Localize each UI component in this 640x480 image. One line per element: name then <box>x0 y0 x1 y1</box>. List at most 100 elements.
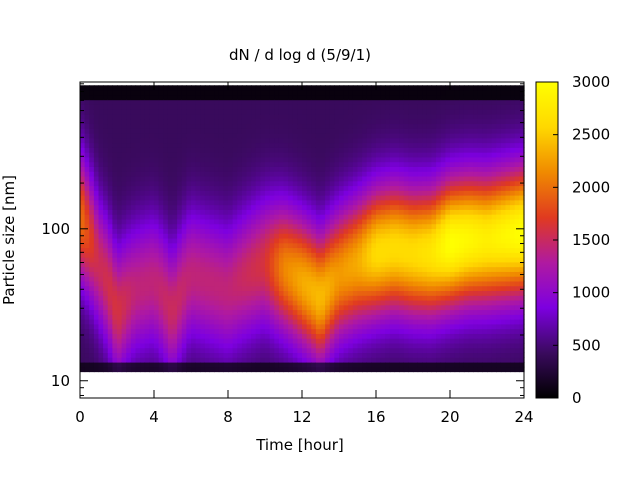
heatmap-cell <box>436 128 442 134</box>
heatmap-cell <box>348 171 354 177</box>
heatmap-cell <box>376 366 382 373</box>
heatmap-cell <box>154 137 160 144</box>
heatmap-cell <box>144 218 150 225</box>
heatmap-cell <box>422 166 428 172</box>
heatmap-cell <box>107 295 113 301</box>
heatmap-cell <box>209 328 215 334</box>
heatmap-cell <box>463 323 470 330</box>
heatmap-cell <box>436 118 442 125</box>
heatmap-cell <box>191 199 197 206</box>
heatmap-cell <box>399 156 405 163</box>
heatmap-cell <box>329 94 335 101</box>
heatmap-cell <box>459 357 465 363</box>
heatmap-cell <box>112 109 118 115</box>
heatmap-cell <box>376 180 382 187</box>
heatmap-cell <box>315 242 322 249</box>
heatmap-cell <box>380 261 386 268</box>
heatmap-cell <box>311 166 317 172</box>
heatmap-cell <box>297 190 303 196</box>
heatmap-cell <box>334 304 340 311</box>
heatmap-cell <box>167 137 174 144</box>
heatmap-cell <box>408 171 414 177</box>
heatmap-cell <box>191 113 197 120</box>
heatmap-cell <box>315 180 322 187</box>
heatmap-cell <box>251 261 257 268</box>
heatmap-cell <box>246 276 252 282</box>
heatmap-cell <box>329 323 335 330</box>
heatmap-cell <box>223 209 229 215</box>
heatmap-cell <box>121 328 127 334</box>
heatmap-cell <box>422 218 428 225</box>
heatmap-cell <box>436 357 442 363</box>
heatmap-cell <box>426 276 433 282</box>
heatmap-cell <box>167 347 174 354</box>
heatmap-cell <box>241 352 248 358</box>
heatmap-cell <box>315 152 322 158</box>
heatmap-cell <box>172 90 178 96</box>
heatmap-cell <box>140 247 146 253</box>
heatmap-cell <box>214 357 220 363</box>
heatmap-cell <box>408 357 414 363</box>
heatmap-cell <box>251 276 257 282</box>
heatmap-cell <box>107 195 113 201</box>
heatmap-cell <box>274 228 280 234</box>
heatmap-cell <box>135 218 141 225</box>
heatmap-cell <box>112 247 118 253</box>
heatmap-cell <box>154 218 160 225</box>
heatmap-cell <box>315 104 322 110</box>
heatmap-cell <box>130 338 137 344</box>
heatmap-cell <box>399 266 405 272</box>
heatmap-cell <box>297 185 303 191</box>
heatmap-cell <box>376 204 382 210</box>
heatmap-cell <box>376 90 382 96</box>
heatmap-cell <box>251 266 257 272</box>
heatmap-cell <box>89 223 95 230</box>
heatmap-cell <box>329 137 335 144</box>
heatmap-cell <box>103 357 109 363</box>
heatmap-cell <box>93 247 100 253</box>
heatmap-cell <box>158 152 164 158</box>
heatmap-cell <box>121 218 127 225</box>
heatmap-cell <box>195 104 201 110</box>
heatmap-cell <box>200 338 206 344</box>
heatmap-cell <box>334 366 340 373</box>
heatmap-cell <box>380 161 386 167</box>
heatmap-cell <box>348 123 354 129</box>
heatmap-cell <box>135 214 141 220</box>
heatmap-cell <box>334 218 340 225</box>
heatmap-cell <box>172 314 178 320</box>
heatmap-cell <box>214 290 220 296</box>
heatmap-cell <box>172 285 178 292</box>
heatmap-cell <box>255 309 261 315</box>
heatmap-cell <box>399 161 405 167</box>
heatmap-cell <box>436 295 442 301</box>
heatmap-cell <box>84 285 90 292</box>
heatmap-cell <box>218 171 224 177</box>
heatmap-cell <box>107 228 113 234</box>
heatmap-cell <box>265 113 271 120</box>
heatmap-cell <box>413 161 419 167</box>
heatmap-cell <box>385 190 391 196</box>
heatmap-cell <box>334 123 340 129</box>
heatmap-cell <box>357 218 363 225</box>
heatmap-cell <box>454 185 460 191</box>
heatmap-cell <box>297 171 303 177</box>
heatmap-cell <box>209 309 215 315</box>
heatmap-cell <box>98 309 104 315</box>
heatmap-cell <box>288 128 294 134</box>
heatmap-cell <box>389 333 396 339</box>
heatmap-cell <box>214 161 220 167</box>
heatmap-cell <box>302 90 308 96</box>
heatmap-cell <box>352 366 359 373</box>
heatmap-cell <box>260 299 266 306</box>
heatmap-cell <box>450 195 456 201</box>
heatmap-cell <box>135 242 141 249</box>
heatmap-cell <box>98 295 104 301</box>
heatmap-cell <box>163 147 169 153</box>
heatmap-cell <box>265 333 271 339</box>
heatmap-cell <box>278 366 285 373</box>
heatmap-cell <box>255 171 261 177</box>
heatmap-cell <box>366 314 372 320</box>
heatmap-cell <box>149 233 155 239</box>
heatmap-cell <box>251 237 257 244</box>
